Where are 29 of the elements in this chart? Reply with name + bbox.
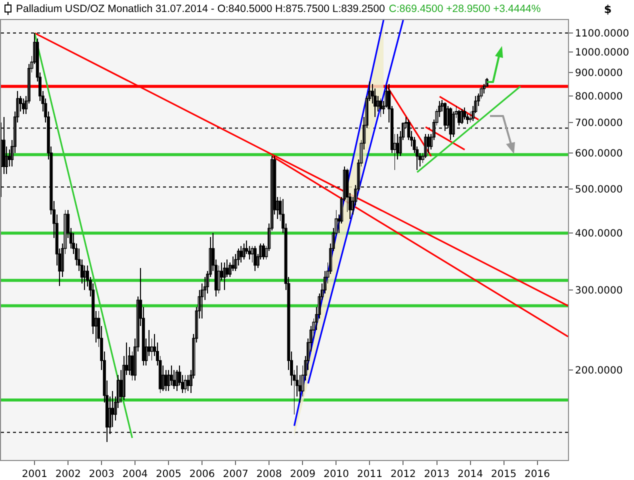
y-tick-label: 200.0000 [575,366,623,377]
x-tick-label: 2013 [424,469,450,480]
x-tick-label: 2015 [491,469,516,480]
y-tick-label: 700.0000 [575,118,623,129]
x-tick-label: 2014 [458,469,483,480]
x-tick-label: 2010 [323,469,349,480]
x-tick-label: 2005 [156,469,182,480]
x-tick-label: 2004 [122,469,148,480]
chart-subtitle: C:869.4500 +28.9500 +3.4444% [388,2,541,14]
y-tick-label: 400.0000 [575,228,623,240]
x-tick-label: 2011 [356,469,382,480]
y-tick-label: 1100.0000 [575,28,630,40]
y-axis-title: $ [604,3,612,16]
x-tick-label: 2016 [524,469,550,480]
x-tick-label: 2002 [55,469,81,480]
y-tick-label: 500.0000 [575,184,623,196]
x-tick-label: 2006 [189,469,215,480]
y-tick-label: 800.0000 [575,92,623,103]
x-tick-label: 2007 [222,469,248,480]
x-tick-label: 2001 [22,469,48,480]
y-tick-label: 600.0000 [575,148,623,160]
x-tick-label: 2008 [256,469,282,480]
x-tick-label: 2012 [390,469,416,480]
y-tick-label: 300.0000 [575,286,623,296]
x-tick-label: 2003 [88,469,114,480]
y-tick-label: 900.0000 [575,68,623,80]
y-tick-label: 1000.0000 [575,47,630,58]
x-tick-label: 2009 [290,469,316,480]
chart-title: Palladium USD/OZ Monatlich 31.07.2014 - O:840.5000 H:875.7500 L:839.2500 [16,2,385,14]
